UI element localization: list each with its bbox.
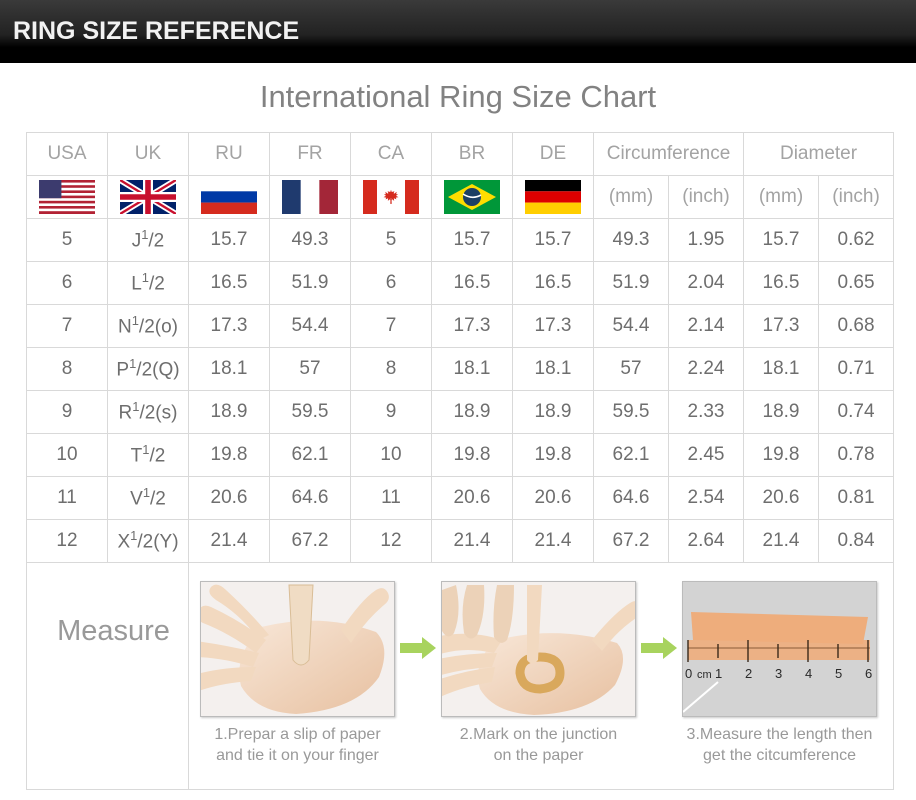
svg-text:5: 5	[835, 666, 842, 681]
svg-text:1: 1	[715, 666, 722, 681]
svg-text:6: 6	[865, 666, 872, 681]
svg-text:2: 2	[745, 666, 752, 681]
svg-text:cm: cm	[697, 669, 712, 681]
svg-text:0: 0	[685, 666, 692, 681]
svg-text:4: 4	[805, 666, 812, 681]
svg-text:3: 3	[775, 666, 782, 681]
